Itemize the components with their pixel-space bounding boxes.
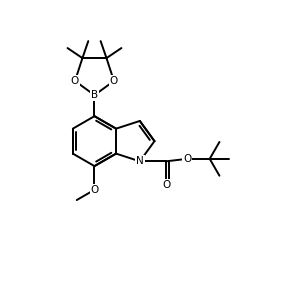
Text: O: O	[183, 154, 191, 164]
Text: O: O	[162, 180, 170, 190]
Text: N: N	[136, 156, 144, 166]
Text: O: O	[71, 76, 79, 86]
Text: B: B	[91, 90, 98, 100]
Text: O: O	[110, 76, 118, 86]
Text: O: O	[90, 185, 99, 195]
